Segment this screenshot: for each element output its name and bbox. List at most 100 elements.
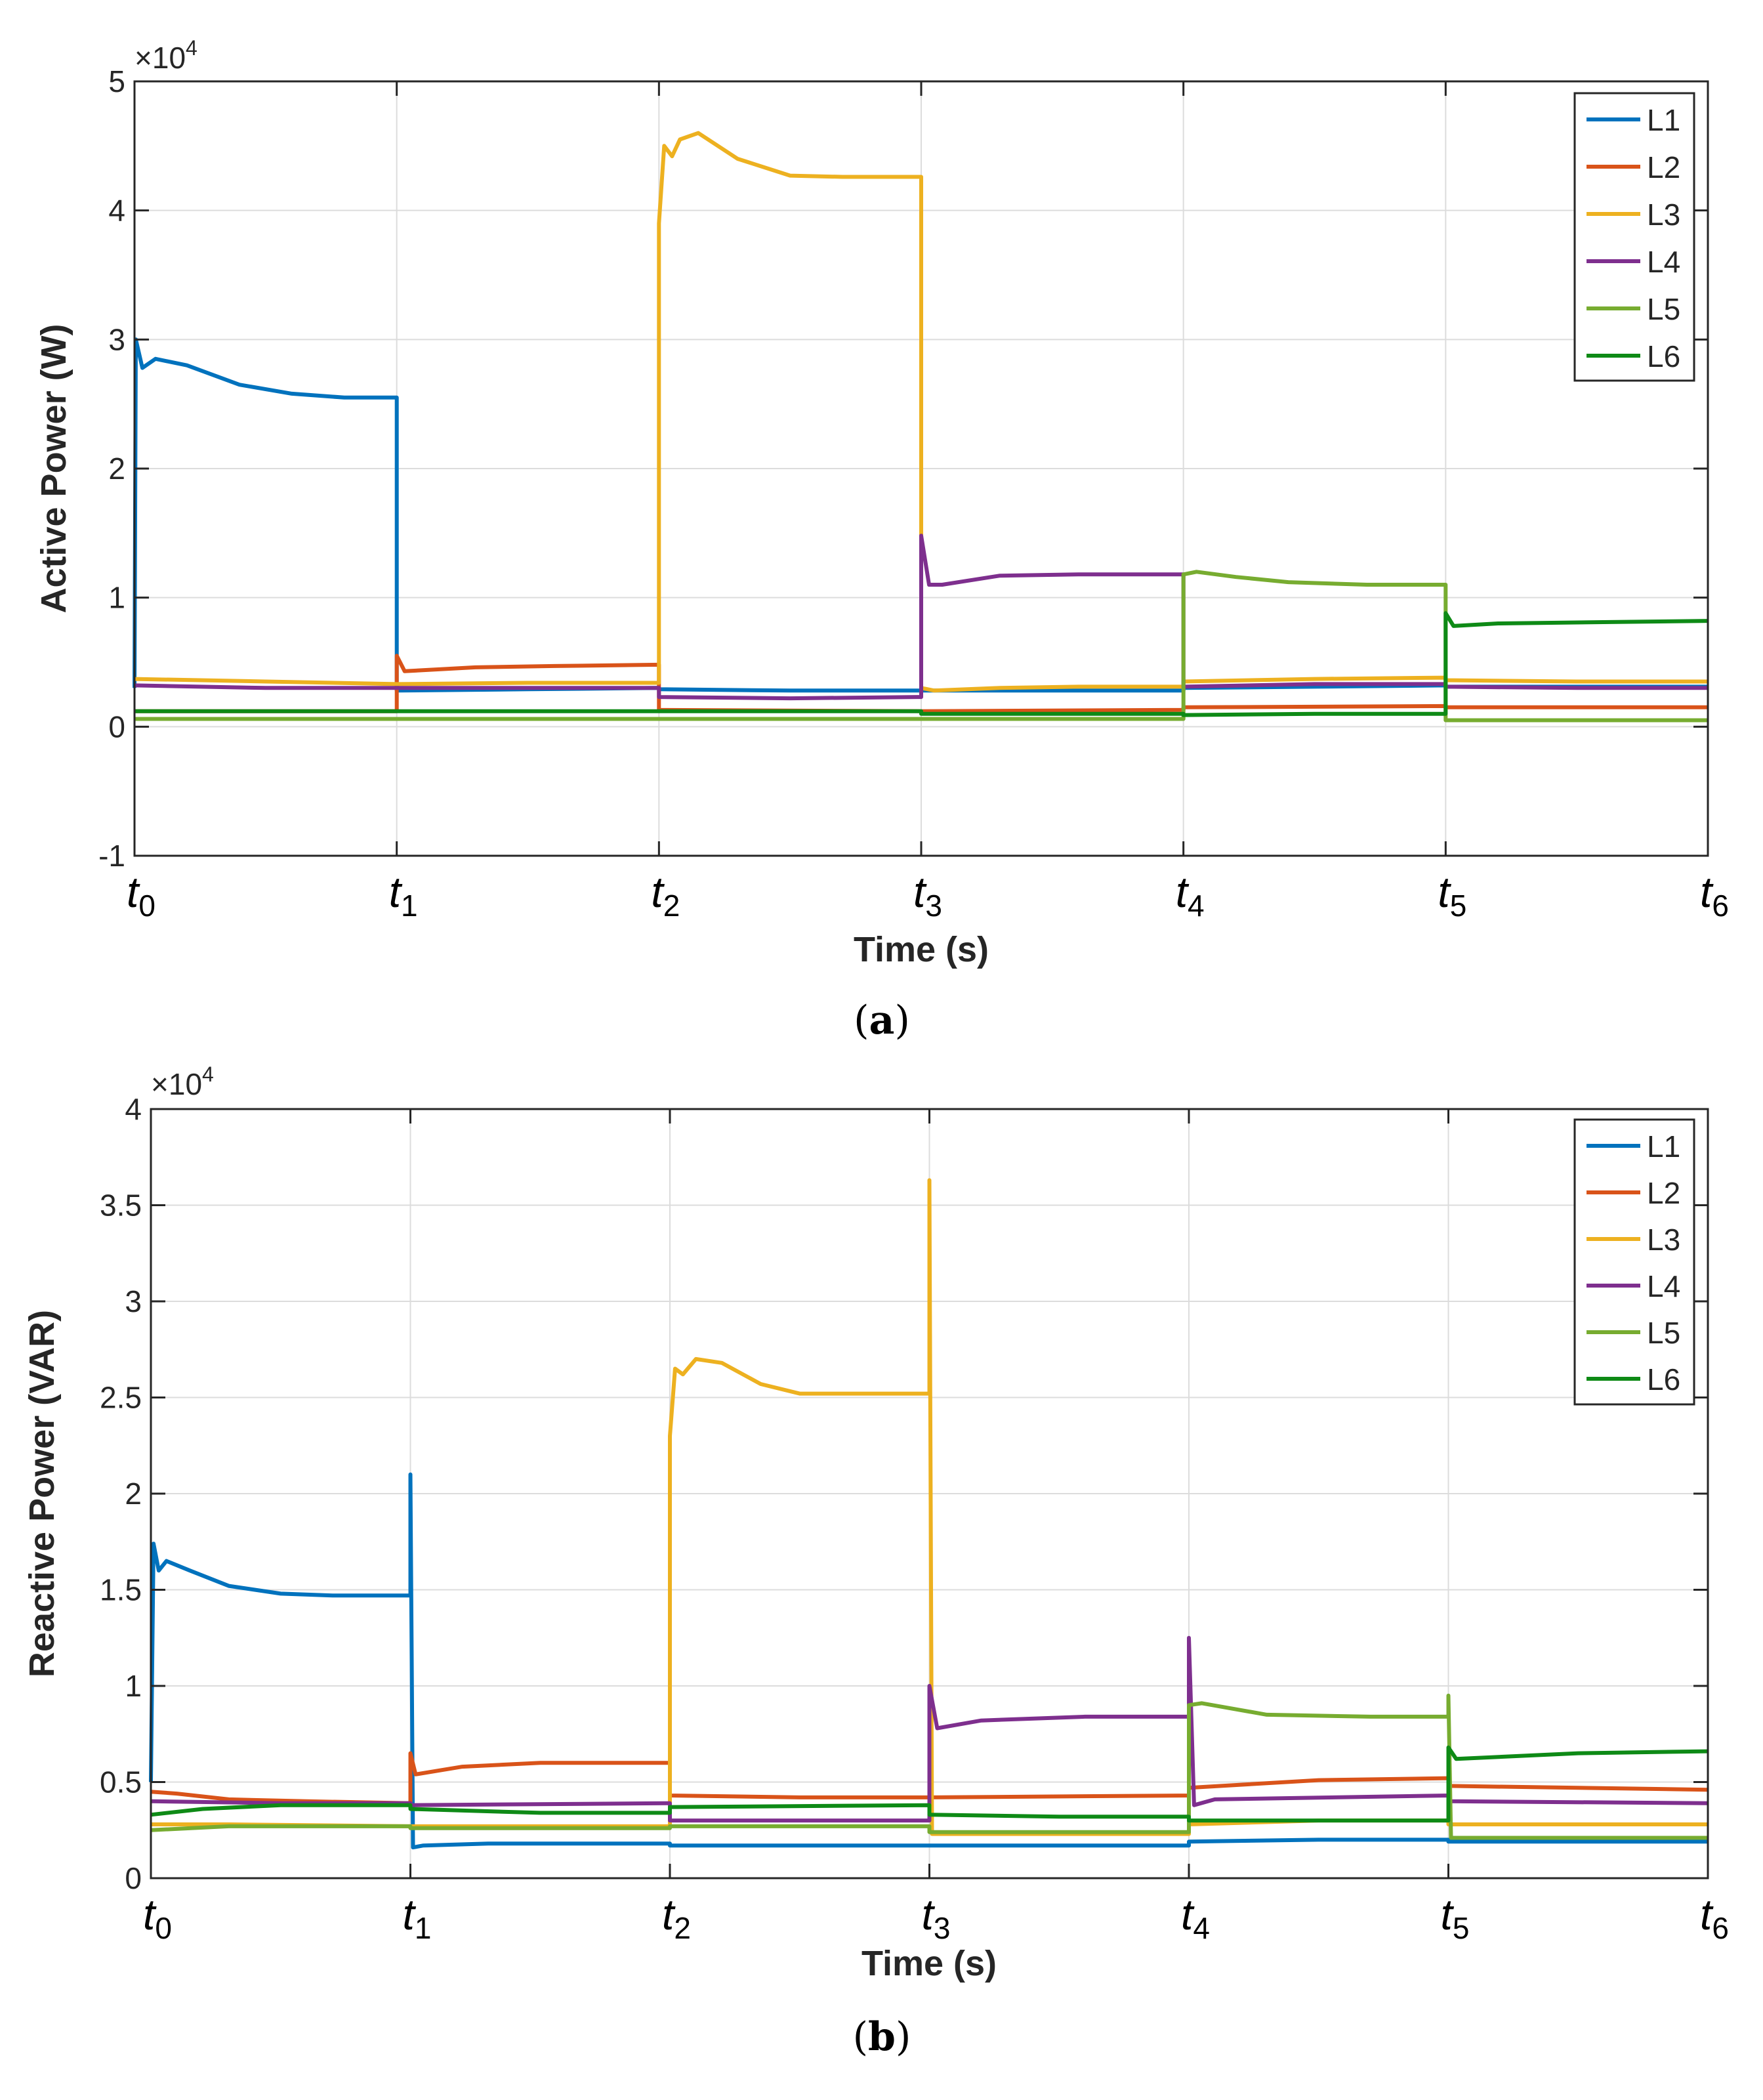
exponent-power: 4: [186, 36, 197, 60]
x-tick-subscript: 5: [1450, 889, 1467, 923]
y-tick-label: 2: [108, 452, 125, 486]
y-axis-label: Active Power (W): [34, 324, 73, 613]
x-tick-label: t4: [1181, 1890, 1210, 1945]
panel-label: (a): [854, 998, 910, 1043]
y-tick-label: 0: [108, 709, 125, 744]
y-tick-label: 0: [125, 1861, 142, 1895]
x-tick-subscript: 2: [674, 1911, 691, 1945]
x-tick-base: t: [403, 1890, 417, 1939]
legend-label-l1: L1: [1647, 103, 1680, 137]
legend-box: [1573, 1118, 1695, 1406]
x-tick-label: t5: [1441, 1890, 1470, 1945]
y-tick-label: 4: [125, 1092, 142, 1126]
y-tick-label: 4: [108, 194, 125, 228]
x-tick-label: t3: [922, 1890, 951, 1945]
series-line-l1: [149, 1472, 1708, 1850]
x-tick-subscript: 6: [1712, 889, 1729, 923]
x-tick-subscript: 4: [1188, 889, 1205, 923]
x-tick-subscript: 3: [934, 1911, 951, 1945]
x-tick-base: t: [389, 868, 403, 916]
x-tick-label: t4: [1176, 868, 1205, 923]
y-tick-label: 5: [108, 64, 125, 98]
x-tick-base: t: [127, 868, 140, 916]
x-tick-base: t: [1176, 868, 1190, 916]
x-tick-subscript: 5: [1453, 1911, 1470, 1945]
y-axis-label: Reactive Power (VAR): [22, 1310, 62, 1677]
series-line-l6: [135, 611, 1709, 717]
x-tick-label: t2: [662, 1890, 691, 1945]
x-tick-label: t6: [1700, 1890, 1729, 1945]
series-line-l3: [134, 131, 1708, 693]
legend-box: [1573, 92, 1695, 382]
y-tick-label: 2.5: [100, 1381, 142, 1415]
panel-letter: a: [869, 998, 895, 1043]
x-tick-base: t: [1181, 1890, 1195, 1939]
x-tick-subscript: 6: [1712, 1911, 1729, 1945]
legend-label-l4: L4: [1647, 1269, 1680, 1303]
x-tick-subscript: 3: [925, 889, 942, 923]
legend-label-l1: L1: [1647, 1129, 1680, 1164]
legend-label-l2: L2: [1647, 150, 1680, 184]
exponent-base: ×10: [151, 1067, 202, 1101]
x-tick-base: t: [1700, 868, 1714, 916]
x-axis-label: Time (s): [854, 930, 989, 969]
x-tick-base: t: [1438, 868, 1451, 916]
x-tick-label: t1: [403, 1890, 432, 1945]
y-tick-label: 3: [108, 322, 125, 356]
legend-label-l3: L3: [1647, 1223, 1680, 1257]
x-tick-label: t5: [1438, 868, 1466, 923]
y-tick-label: 1: [108, 581, 125, 615]
x-tick-subscript: 1: [415, 1911, 432, 1945]
y-tick-label: 2: [125, 1477, 142, 1511]
x-tick-subscript: 2: [663, 889, 680, 923]
legend-label-l4: L4: [1647, 245, 1680, 279]
y-tick-label: 3: [125, 1284, 142, 1318]
x-tick-base: t: [651, 868, 665, 916]
x-tick-base: t: [143, 1890, 157, 1939]
x-tick-label: t6: [1700, 868, 1729, 923]
legend-label-l2: L2: [1647, 1176, 1680, 1210]
legend: L1 L2 L3 L4 L5 L6: [1573, 1118, 1695, 1406]
panel-letter: b: [868, 2014, 896, 2060]
x-tick-label: t2: [651, 868, 680, 923]
x-tick-subscript: 0: [155, 1911, 172, 1945]
x-tick-base: t: [662, 1890, 676, 1939]
exponent-base: ×10: [135, 41, 186, 75]
x-ticks: t0 t1 t2 t3 t4 t5 t6: [143, 1109, 1729, 1945]
series-line-l6: [150, 1745, 1709, 1823]
legend-label-l3: L3: [1647, 198, 1680, 232]
exponent-label: ×104: [151, 1062, 214, 1101]
legend-label-l6: L6: [1647, 1362, 1680, 1396]
y-tick-label: 3.5: [100, 1188, 142, 1223]
x-tick-label: t0: [143, 1890, 172, 1945]
x-tick-label: t3: [913, 868, 942, 923]
x-tick-base: t: [922, 1890, 936, 1939]
y-tick-label: 0.5: [100, 1765, 142, 1799]
x-tick-subscript: 4: [1193, 1911, 1210, 1945]
x-tick-base: t: [1700, 1890, 1714, 1939]
panel-label: (b): [853, 2014, 911, 2060]
exponent-label: ×104: [135, 36, 197, 75]
x-tick-subscript: 1: [401, 889, 418, 923]
y-tick-label: 1: [125, 1669, 142, 1703]
legend-label-l6: L6: [1647, 339, 1680, 373]
x-ticks: t0 t1 t2 t3 t4 t5 t6: [127, 81, 1729, 923]
x-tick-base: t: [913, 868, 927, 916]
series-line-l4: [134, 534, 1708, 701]
legend: L1 L2 L3 L4 L5 L6: [1573, 92, 1695, 382]
y-tick-label: -1: [98, 839, 125, 873]
legend-label-l5: L5: [1647, 292, 1680, 326]
y-tick-label: 1.5: [100, 1573, 142, 1607]
exponent-power: 4: [202, 1062, 214, 1086]
chart-reactive-power: 00.511.522.533.54 t0 t1 t2 t3 t4 t5 t6 ×104 Re…: [22, 1062, 1729, 2060]
x-axis-label: Time (s): [861, 1944, 997, 1983]
series-group: [133, 131, 1709, 723]
series-line-l5: [150, 1693, 1708, 1840]
x-tick-label: t1: [389, 868, 418, 923]
y-ticks: 0 0.5 1 1.5 2 2.5 3 3.5 4: [100, 1092, 1708, 1895]
legend-label-l5: L5: [1647, 1316, 1680, 1350]
x-tick-subscript: 0: [138, 889, 156, 923]
series-group: [149, 1178, 1709, 1850]
